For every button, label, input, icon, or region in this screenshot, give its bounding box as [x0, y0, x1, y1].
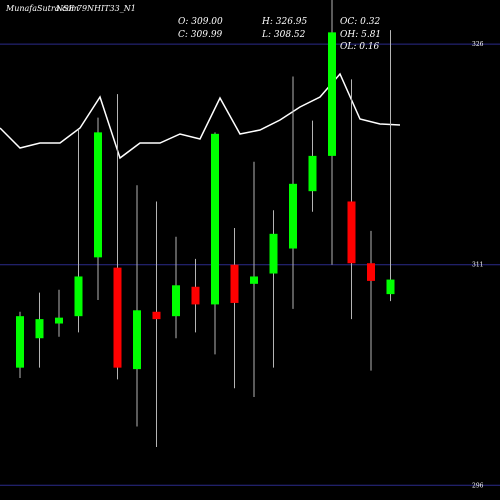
- candle-body: [269, 233, 278, 274]
- watermark: MunafaSutra.com: [5, 4, 79, 13]
- candle-body: [74, 276, 83, 317]
- candle-12: [230, 227, 239, 389]
- candle-body: [94, 132, 102, 258]
- overlay-line-layer: [0, 72, 401, 160]
- high-value: H: 326.95: [261, 17, 308, 27]
- candle-body: [308, 155, 317, 192]
- candles-layer: [16, 0, 395, 448]
- candle-2: [35, 292, 44, 368]
- candle-body: [230, 264, 239, 303]
- candle-20: [386, 30, 395, 302]
- y-tick-label-311: 311: [472, 262, 483, 269]
- candle-body: [16, 316, 24, 368]
- candle-8: [152, 201, 161, 448]
- candle-body: [386, 279, 395, 295]
- overlay-indicator-line: [0, 72, 401, 160]
- candle-body: [289, 183, 297, 249]
- candle-14: [269, 210, 278, 368]
- candle-9: [172, 236, 180, 339]
- candle-body: [35, 319, 44, 339]
- candle-3: [55, 289, 63, 337]
- candle-17: [328, 0, 336, 265]
- candle-11: [211, 132, 219, 355]
- oh-value: OH: 5.81: [340, 30, 381, 40]
- candle-19: [367, 230, 375, 371]
- symbol-title: NSE 79NHIT33_N1: [55, 4, 136, 13]
- candle-16: [308, 120, 317, 212]
- candle-body: [250, 276, 258, 284]
- candle-body: [367, 263, 375, 281]
- candle-13: [250, 161, 258, 398]
- candle-6: [113, 94, 122, 380]
- candle-1: [16, 311, 24, 378]
- candle-body: [113, 267, 122, 368]
- open-value: O: 309.00: [178, 17, 223, 27]
- candle-7: [133, 185, 141, 427]
- candle-body: [55, 317, 63, 324]
- candle-body: [347, 201, 356, 264]
- candle-body: [133, 310, 141, 370]
- candle-body: [328, 32, 336, 156]
- candle-body: [152, 311, 161, 320]
- candle-body: [191, 286, 200, 305]
- candle-15: [289, 76, 297, 309]
- oc-value: OC: 0.32: [340, 17, 380, 27]
- candle-18: [347, 79, 356, 320]
- candle-10: [191, 258, 200, 333]
- candle-4: [74, 129, 83, 333]
- low-value: L: 308.52: [261, 30, 306, 40]
- y-tick-label-326: 326: [472, 41, 484, 48]
- ol-value: OL: 0.16: [340, 42, 380, 52]
- candle-5: [94, 117, 102, 300]
- candle-body: [172, 285, 180, 317]
- close-value: C: 309.99: [178, 30, 223, 40]
- candle-body: [211, 133, 219, 305]
- y-tick-label-296: 296: [472, 482, 484, 489]
